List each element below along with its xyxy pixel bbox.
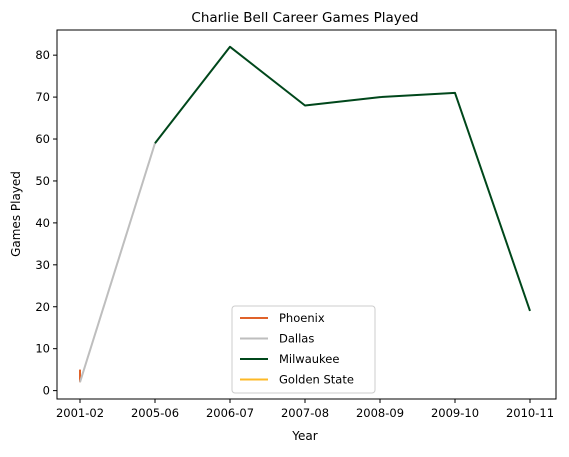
series-line-dallas bbox=[79, 142, 156, 383]
legend: Phoenix Dallas Milwaukee Golden State bbox=[231, 305, 376, 394]
y-tick-label: 0 bbox=[43, 384, 50, 398]
chart-title: Charlie Bell Career Games Played bbox=[191, 10, 418, 26]
x-axis: 2001-02 2005-06 2006-07 2007-08 2008-09 2009-… bbox=[56, 399, 554, 420]
plot-lines bbox=[79, 45, 531, 383]
y-tick-label: 70 bbox=[35, 90, 50, 104]
x-tick-label: 2006-07 bbox=[206, 406, 254, 420]
y-tick-label: 80 bbox=[35, 48, 50, 62]
legend-label-dallas: Dallas bbox=[279, 332, 314, 346]
legend-frame bbox=[231, 305, 376, 394]
series-line-milwaukee bbox=[154, 45, 531, 312]
legend-label-milwaukee: Milwaukee bbox=[279, 352, 339, 366]
x-tick-label: 2005-06 bbox=[131, 406, 179, 420]
x-tick-label: 2001-02 bbox=[56, 406, 104, 420]
y-tick-label: 30 bbox=[35, 258, 50, 272]
x-tick-label: 2007-08 bbox=[281, 406, 329, 420]
y-tick-label: 20 bbox=[35, 300, 50, 314]
x-tick-label: 2010-11 bbox=[506, 406, 554, 420]
y-axis: 0 10 20 30 40 50 60 70 80 bbox=[35, 48, 57, 398]
y-tick-label: 60 bbox=[35, 132, 50, 146]
x-axis-label: Year bbox=[291, 429, 317, 443]
plot-frame bbox=[56, 29, 557, 400]
y-tick-label: 50 bbox=[35, 174, 50, 188]
y-tick-label: 10 bbox=[35, 342, 50, 356]
x-tick-label: 2008-09 bbox=[356, 406, 404, 420]
x-tick-label: 2009-10 bbox=[431, 406, 479, 420]
legend-label-golden-state: Golden State bbox=[279, 373, 354, 387]
y-axis-label: Games Played bbox=[9, 171, 23, 257]
y-tick-label: 40 bbox=[35, 216, 50, 230]
legend-label-phoenix: Phoenix bbox=[279, 311, 325, 325]
